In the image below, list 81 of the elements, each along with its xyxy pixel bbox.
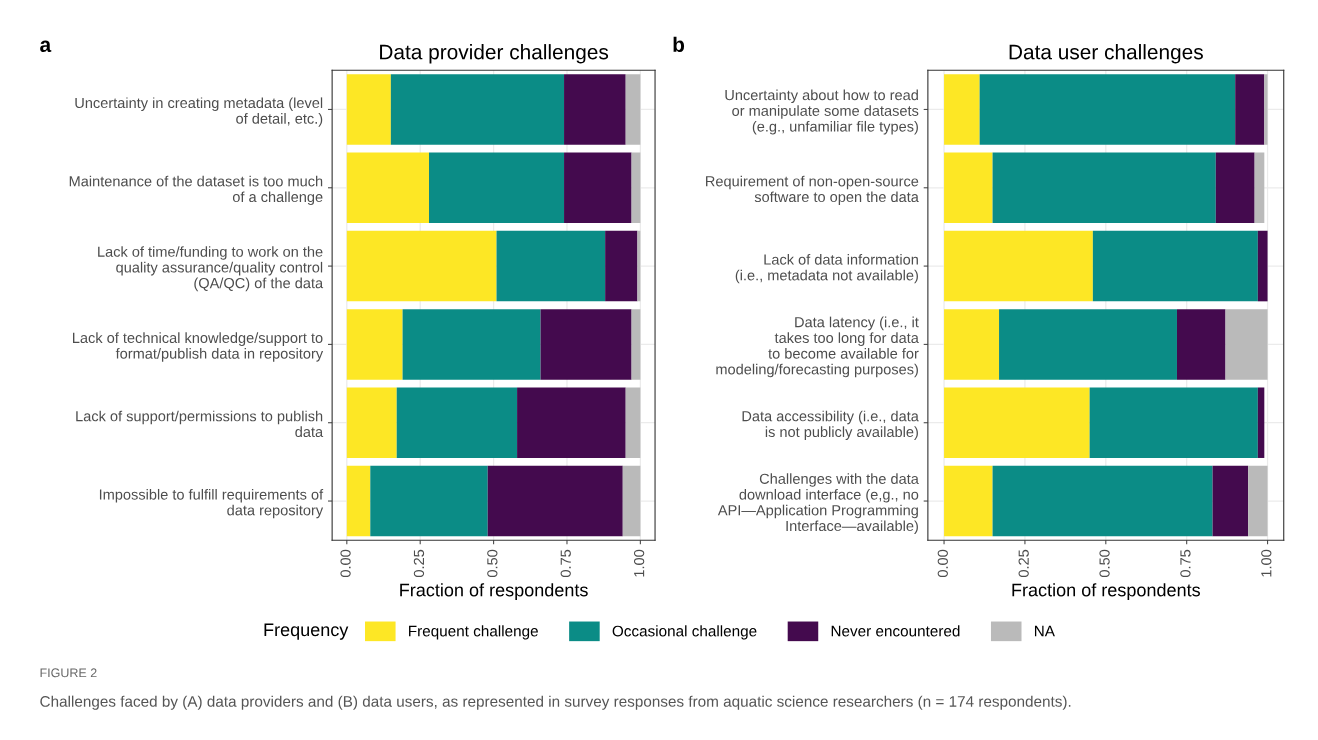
bar xyxy=(564,152,632,224)
bar xyxy=(496,230,606,302)
x-tick-label: 0.50 xyxy=(487,549,498,578)
bar xyxy=(1248,465,1268,537)
bar xyxy=(346,152,430,224)
bar xyxy=(1092,230,1258,302)
y-tick-label: Challenges with the data download interface (e,g., no API—Application Programming Interface—available) xyxy=(717,473,919,534)
bar xyxy=(605,230,638,302)
y-tick-label: Data latency (i.e., it takes too long for data to become available for modeling/forecasting purposes) xyxy=(716,316,919,378)
y-tick-label: Uncertainty about how to read or manipulate some datasets (e.g., unfamiliar file types) xyxy=(725,89,919,135)
chart-title: Data user challenges xyxy=(1009,44,1203,64)
bar xyxy=(992,152,1216,224)
legend-title: Frequency xyxy=(264,623,349,640)
bar xyxy=(944,309,1000,380)
legend-label: Occasional challenge xyxy=(612,625,757,640)
bar xyxy=(625,74,641,145)
text: b xyxy=(673,36,685,53)
bar xyxy=(631,152,641,224)
bar xyxy=(979,74,1236,145)
x-tick-label: 1.00 xyxy=(633,549,645,577)
legend-label: NA xyxy=(1034,625,1055,637)
y-tick-label: Data accessibility (i.e., data is not publicly available) xyxy=(742,410,919,440)
bar xyxy=(1089,387,1258,458)
bar xyxy=(402,309,541,380)
y-tick-label: Lack of data information (i.e., metadata not available) xyxy=(735,254,918,284)
bar xyxy=(1212,465,1249,537)
y-tick-label: Requirement of non-open-source software to open the data xyxy=(706,175,919,205)
text: Challenges faced by (A) data providers and (B) data users, as represented in survey responses from aquatic science researchers (n = 174 respondents). xyxy=(40,695,1071,710)
y-tick-label: Impossible to fulfill requirements of data repository xyxy=(99,488,324,519)
bar xyxy=(1257,387,1265,458)
bar xyxy=(1215,152,1255,224)
bar xyxy=(944,152,993,224)
x-tick-label: 0.75 xyxy=(560,549,571,578)
bar xyxy=(1235,74,1265,145)
bar xyxy=(1254,152,1265,224)
y-tick-label: Lack of support/permissions to publish data xyxy=(76,410,324,438)
bar xyxy=(346,465,371,537)
y-tick-label: Uncertainty in creating metadata (level of detail, etc.) xyxy=(75,97,323,127)
bar xyxy=(944,387,1090,458)
bar xyxy=(637,230,641,302)
x-axis-title: Fraction of respondents xyxy=(1012,583,1200,600)
y-tick-label: Lack of technical knowledge/support to format/publish data in repository xyxy=(73,332,324,362)
bar xyxy=(517,387,626,458)
x-tick-label: 0.00 xyxy=(340,549,351,578)
bar xyxy=(346,74,391,145)
bar xyxy=(346,309,403,380)
bar xyxy=(944,74,980,145)
bar xyxy=(564,74,626,145)
bar xyxy=(992,465,1213,537)
bar xyxy=(1257,230,1268,302)
x-tick-label: 0.25 xyxy=(1018,549,1029,578)
y-tick-label: Maintenance of the dataset is too much of a challenge xyxy=(69,175,323,205)
bar xyxy=(625,387,641,458)
legend-label: Never encountered xyxy=(831,625,960,637)
x-tick-label: 0.75 xyxy=(1180,549,1191,578)
bar xyxy=(1264,74,1268,145)
bar xyxy=(429,152,565,224)
bar xyxy=(540,309,632,380)
bar xyxy=(346,230,497,302)
bar xyxy=(370,465,488,537)
x-tick-label: 0.50 xyxy=(1099,549,1110,578)
y-tick-label: Lack of time/funding to work on the quality assurance/quality control (QA/QC) of the data xyxy=(98,246,324,292)
caption: FIGURE 2 xyxy=(40,668,97,678)
chart-title: Data provider challenges xyxy=(380,44,609,64)
bar xyxy=(622,465,641,537)
x-tick-label: 0.25 xyxy=(413,549,425,578)
bar xyxy=(631,309,641,380)
bar xyxy=(396,387,518,458)
text: a xyxy=(40,40,52,53)
x-axis-title: Fraction of respondents xyxy=(400,583,588,600)
bar xyxy=(944,465,993,537)
legend-label: Frequent challenge xyxy=(409,625,538,640)
x-tick-label: 0.00 xyxy=(937,549,948,578)
bar xyxy=(346,387,397,458)
x-tick-label: 1.00 xyxy=(1261,549,1272,577)
bar xyxy=(999,309,1177,380)
bar xyxy=(1225,309,1268,380)
bar xyxy=(1176,309,1226,380)
bar xyxy=(944,230,1093,302)
bar xyxy=(487,465,623,537)
bar xyxy=(390,74,565,145)
